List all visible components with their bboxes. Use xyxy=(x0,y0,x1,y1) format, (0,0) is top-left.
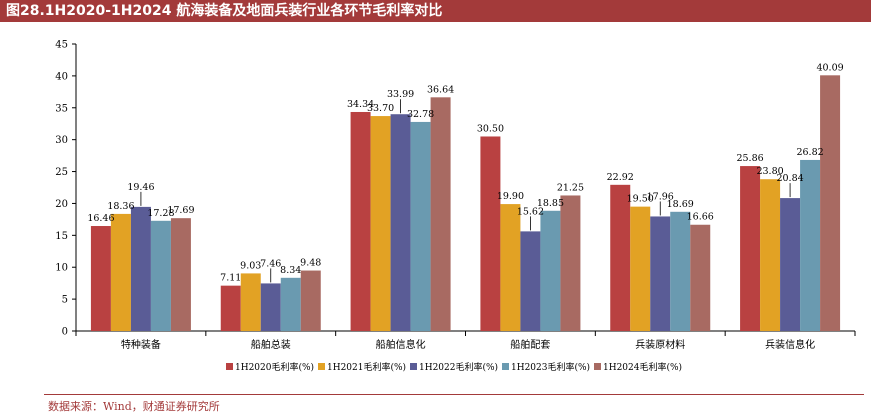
bar xyxy=(280,277,301,331)
legend-swatch xyxy=(594,363,601,370)
data-label: 18.69 xyxy=(667,199,694,210)
data-label: 26.82 xyxy=(796,147,823,158)
bar xyxy=(430,97,451,331)
data-label: 40.09 xyxy=(816,62,843,73)
source-note: 数据来源：Wind，财通证券研究所 xyxy=(48,400,220,413)
bar xyxy=(480,136,501,331)
bar xyxy=(560,195,581,331)
legend-label: 1H2021毛利率(%) xyxy=(327,361,406,373)
data-label: 16.46 xyxy=(87,213,114,224)
footer-divider xyxy=(44,394,864,395)
x-axis: 特种装备 船舶总装 船舶信息化 船舶配套 兵装原材料 兵装信息化 xyxy=(75,330,856,351)
x-tick-label: 兵装信息化 xyxy=(765,338,815,351)
data-label: 19.46 xyxy=(127,182,154,193)
y-tick-label: 35 xyxy=(55,103,68,114)
bars xyxy=(90,75,841,332)
x-tick-label: 船舶总装 xyxy=(251,338,291,351)
bar xyxy=(520,231,541,331)
data-label: 18.36 xyxy=(107,201,134,212)
bar xyxy=(130,206,151,331)
bar xyxy=(390,114,411,331)
bar xyxy=(150,220,171,331)
bar xyxy=(610,184,631,331)
bar xyxy=(800,159,821,331)
legend-label: 1H2023毛利率(%) xyxy=(511,361,590,373)
bar xyxy=(630,206,651,331)
data-label: 18.85 xyxy=(537,198,564,209)
data-label: 7.11 xyxy=(220,273,241,284)
bar-chart: 0 5 10 15 20 25 30 35 40 45 特种装备 船舶总装 船舶信息化 船舶配套 兵装原材… xyxy=(55,40,856,373)
bar xyxy=(670,211,691,331)
data-label: 19.90 xyxy=(497,191,524,202)
legend-swatch xyxy=(410,363,417,370)
y-tick-label: 25 xyxy=(55,167,68,178)
data-label: 23.80 xyxy=(756,166,783,177)
data-label: 17.69 xyxy=(167,205,194,216)
x-tick-label: 特种装备 xyxy=(121,338,161,351)
bar xyxy=(540,210,561,331)
bar xyxy=(90,226,111,331)
data-label: 17.28 xyxy=(147,208,174,219)
data-label: 25.86 xyxy=(736,153,763,164)
bar xyxy=(690,224,711,331)
y-tick-label: 15 xyxy=(55,231,68,242)
bar xyxy=(350,111,371,331)
y-tick-label: 20 xyxy=(55,199,68,210)
bar xyxy=(170,218,191,331)
data-label: 9.03 xyxy=(240,260,261,271)
bar xyxy=(240,273,261,331)
y-axis: 0 5 10 15 20 25 30 35 40 45 xyxy=(55,40,77,338)
bar xyxy=(650,216,671,331)
data-label: 16.66 xyxy=(687,212,714,223)
y-tick-label: 30 xyxy=(55,135,68,146)
x-tick-label: 兵装原材料 xyxy=(635,338,685,351)
y-tick-label: 5 xyxy=(62,295,68,306)
data-label: 33.70 xyxy=(367,103,394,114)
figure-title-bar: 图28.1H2020-1H2024 航海装备及地面兵装行业各环节毛利率对比 xyxy=(0,0,871,22)
legend-swatch xyxy=(226,363,233,370)
bar xyxy=(300,270,321,331)
data-label: 20.84 xyxy=(776,173,803,184)
bar xyxy=(410,121,431,331)
y-tick-label: 40 xyxy=(55,71,68,82)
legend-label: 1H2024毛利率(%) xyxy=(603,361,682,373)
bar xyxy=(780,198,801,331)
bar xyxy=(260,283,281,331)
data-label: 7.46 xyxy=(260,258,281,269)
legend-swatch xyxy=(502,363,509,370)
legend-label: 1H2020毛利率(%) xyxy=(235,361,314,373)
figure-title: 图28.1H2020-1H2024 航海装备及地面兵装行业各环节毛利率对比 xyxy=(6,3,443,19)
data-label: 9.48 xyxy=(300,258,321,269)
data-label: 15.62 xyxy=(517,206,544,217)
y-tick-label: 45 xyxy=(55,40,68,51)
data-label: 32.78 xyxy=(407,109,434,120)
y-tick-label: 10 xyxy=(55,263,68,274)
bar xyxy=(370,116,391,332)
data-label: 30.50 xyxy=(477,123,504,134)
bar xyxy=(740,166,761,331)
bar xyxy=(760,179,781,331)
data-label: 21.25 xyxy=(557,182,584,193)
data-label: 34.34 xyxy=(347,99,374,110)
x-tick-label: 船舶配套 xyxy=(510,338,550,351)
legend-label: 1H2022毛利率(%) xyxy=(419,361,498,373)
data-label: 19.50 xyxy=(627,194,654,205)
bar xyxy=(220,285,241,331)
x-tick-label: 船舶信息化 xyxy=(376,338,426,351)
bar xyxy=(820,75,841,332)
legend-swatch xyxy=(318,363,325,370)
data-label: 36.64 xyxy=(427,84,454,95)
data-label: 17.96 xyxy=(647,191,674,202)
data-label: 22.92 xyxy=(607,172,634,183)
bar xyxy=(110,213,131,331)
bar xyxy=(500,204,521,331)
legend: 1H2020毛利率(%) 1H2021毛利率(%) 1H2022毛利率(%) 1H20… xyxy=(226,361,682,373)
data-label: 8.34 xyxy=(280,265,301,276)
data-label: 33.99 xyxy=(387,89,414,100)
y-tick-label: 0 xyxy=(62,327,68,338)
